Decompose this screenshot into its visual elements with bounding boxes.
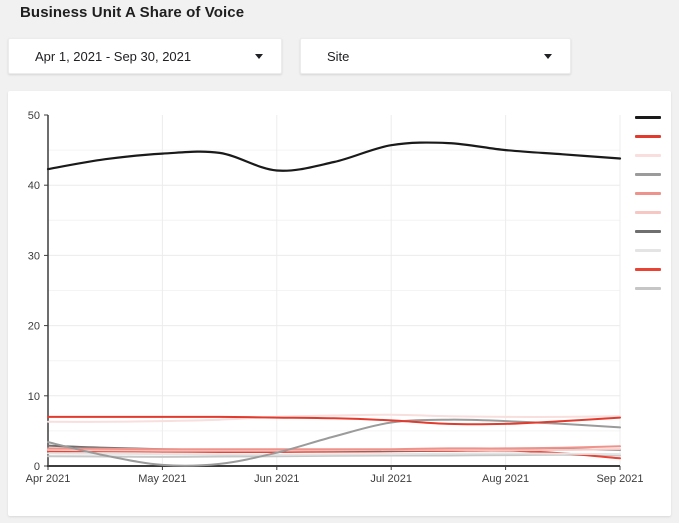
legend-swatch — [635, 211, 661, 214]
legend-swatch — [635, 154, 661, 157]
series-8-light-gray-line — [47, 452, 621, 456]
x-tick-label: Apr 2021 — [26, 473, 71, 485]
y-tick-label: 50 — [28, 110, 40, 122]
series-4-gray-line — [47, 418, 621, 467]
chart-legend — [633, 91, 661, 516]
legend-item-series-1-black[interactable] — [635, 113, 661, 122]
date-range-value: Apr 1, 2021 - Sep 30, 2021 — [35, 48, 192, 64]
date-range-dropdown[interactable]: Apr 1, 2021 - Sep 30, 2021 — [8, 38, 282, 74]
legend-swatch — [635, 230, 661, 233]
legend-swatch — [635, 249, 661, 252]
series-1-black-line — [46, 141, 622, 172]
share-of-voice-line-chart: 0 10 20 30 40 50 Apr 2021 May 2021 Jun 2021 Jul 2… — [26, 110, 644, 485]
axis-tick-labels: 0 10 20 30 40 50 Apr 2021 May 2021 Jun 2021 Jul 2… — [26, 110, 644, 485]
x-tick-label: Jun 2021 — [254, 473, 299, 485]
series-5-salmon-line — [47, 445, 621, 451]
chart-axes — [44, 114, 621, 470]
legend-swatch — [635, 268, 661, 271]
y-tick-label: 20 — [28, 321, 40, 333]
series-10-silver-line — [47, 453, 621, 458]
legend-item-series-8-light-gray[interactable] — [635, 246, 661, 255]
legend-item-series-4-gray[interactable] — [635, 170, 661, 179]
site-dropdown-value: Site — [327, 48, 350, 64]
y-tick-label: 0 — [34, 461, 40, 473]
x-tick-label: Jul 2021 — [370, 473, 412, 485]
x-tick-label: May 2021 — [138, 473, 186, 485]
caret-down-icon — [544, 53, 552, 59]
y-tick-label: 10 — [28, 391, 40, 403]
site-dropdown[interactable]: Site — [300, 38, 571, 74]
series-2-red-line — [47, 415, 621, 426]
legend-swatch — [635, 287, 661, 290]
x-tick-label: Aug 2021 — [482, 473, 529, 485]
legend-item-series-10-silver[interactable] — [635, 284, 661, 293]
chart-card: 0 10 20 30 40 50 Apr 2021 May 2021 Jun 2021 Jul 2… — [8, 91, 671, 516]
chart-grid — [48, 115, 621, 466]
legend-item-series-7-dark-gray[interactable] — [635, 227, 661, 236]
legend-item-series-5-salmon[interactable] — [635, 189, 661, 198]
legend-item-series-9-red-orange[interactable] — [635, 265, 661, 274]
legend-item-series-2-red[interactable] — [635, 132, 661, 141]
legend-swatch — [635, 192, 661, 195]
series-lines — [46, 141, 622, 467]
legend-swatch — [635, 135, 661, 138]
page-title: Business Unit A Share of Voice — [20, 4, 245, 21]
legend-swatch — [635, 173, 661, 176]
y-tick-label: 40 — [28, 180, 40, 192]
series-3-pale-pink-line — [47, 413, 621, 423]
legend-swatch — [635, 116, 661, 119]
y-tick-label: 30 — [28, 250, 40, 262]
caret-down-icon — [255, 53, 263, 59]
legend-item-series-6-pink[interactable] — [635, 208, 661, 217]
legend-item-series-3-pale-pink[interactable] — [635, 151, 661, 160]
x-tick-label: Sep 2021 — [596, 473, 643, 485]
